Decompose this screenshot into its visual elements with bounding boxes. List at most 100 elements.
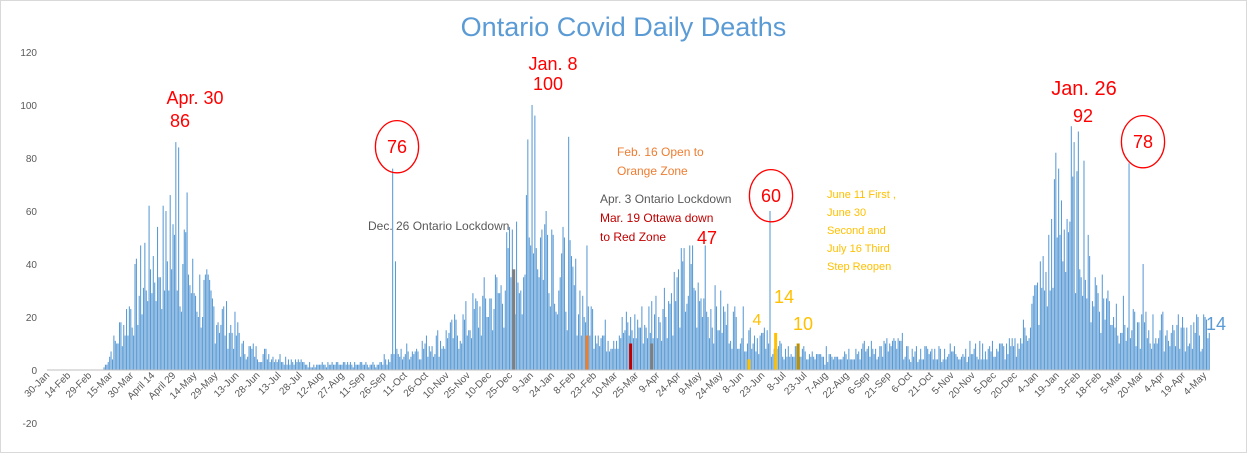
data-bar <box>173 234 175 370</box>
data-bar <box>1080 277 1082 370</box>
data-bar <box>534 115 536 370</box>
data-bar <box>445 330 447 370</box>
data-bar <box>663 287 665 370</box>
data-bar <box>849 359 851 370</box>
data-bar <box>447 338 449 370</box>
data-bar <box>171 269 173 370</box>
data-bar <box>1025 335 1027 370</box>
data-bar <box>938 346 940 370</box>
data-bar <box>265 348 267 370</box>
data-bar <box>492 330 494 370</box>
data-bar <box>600 338 602 370</box>
data-bar <box>651 301 653 370</box>
annotation-label: June 11 First , <box>827 189 896 201</box>
highlight-bar <box>796 343 800 370</box>
data-bar <box>155 301 157 370</box>
data-bar <box>956 356 958 370</box>
data-bar <box>594 335 596 370</box>
data-bar <box>982 343 984 370</box>
annotation-label: Step Reopen <box>827 261 891 273</box>
data-bar <box>279 354 281 370</box>
data-bar <box>113 335 115 370</box>
data-bar <box>1165 335 1167 370</box>
annotation-label: 76 <box>387 137 407 157</box>
data-bar <box>1103 298 1105 370</box>
data-bar <box>746 343 749 370</box>
data-bar <box>703 298 705 370</box>
data-bar <box>872 348 874 370</box>
data-bar <box>765 348 767 370</box>
data-bar <box>1151 348 1153 370</box>
data-bar <box>725 324 727 370</box>
highlight-bar <box>774 332 778 370</box>
data-bar <box>379 362 381 370</box>
data-bar <box>1144 322 1146 370</box>
annotation-label: 14 <box>774 287 794 307</box>
data-bar <box>1169 346 1171 370</box>
data-bar <box>634 314 636 370</box>
data-bar <box>458 348 460 370</box>
data-bar <box>830 354 832 370</box>
data-bar <box>1127 327 1129 370</box>
data-bar <box>889 343 891 370</box>
data-bar <box>368 367 370 370</box>
data-bar <box>569 240 571 370</box>
data-bar <box>723 306 725 370</box>
data-bar <box>621 317 623 370</box>
data-bar <box>203 279 205 370</box>
data-bar <box>984 351 986 370</box>
data-bar <box>772 354 774 370</box>
data-bar <box>1172 324 1174 370</box>
y-tick-label: -20 <box>23 419 38 430</box>
highlight-bar <box>512 269 516 370</box>
data-bar <box>1149 343 1151 370</box>
data-bar <box>699 301 701 370</box>
data-bar <box>240 356 242 370</box>
data-bar <box>804 351 806 370</box>
data-bar <box>808 354 810 370</box>
data-bar <box>544 224 546 370</box>
data-bar <box>355 364 357 370</box>
data-bar <box>803 346 805 370</box>
data-bar <box>929 351 932 370</box>
data-bar <box>792 356 794 370</box>
data-bar <box>993 356 995 370</box>
annotation-label: June 30 <box>827 207 866 219</box>
data-bar <box>302 362 304 370</box>
data-bar <box>262 354 264 370</box>
data-bar <box>568 136 570 370</box>
data-bar <box>661 340 663 370</box>
data-bar <box>800 356 802 370</box>
data-bar <box>451 319 453 370</box>
data-bar <box>1062 261 1064 370</box>
data-bar <box>810 356 812 370</box>
data-bar <box>886 338 888 370</box>
data-bar <box>394 261 397 370</box>
data-bar <box>1018 348 1020 370</box>
data-bar <box>1070 126 1072 370</box>
data-bar <box>296 362 298 370</box>
data-bar <box>1093 306 1095 370</box>
data-bar <box>724 311 726 370</box>
data-bar <box>479 306 481 370</box>
data-bar <box>783 359 785 370</box>
data-bar <box>1194 332 1196 370</box>
data-bar <box>176 290 178 370</box>
data-bar <box>593 348 595 370</box>
annotation-label: 86 <box>170 111 190 131</box>
data-bar <box>846 359 848 370</box>
data-bar <box>409 359 411 370</box>
data-bar <box>342 362 344 370</box>
data-bar <box>521 314 523 370</box>
data-bar <box>855 348 857 370</box>
data-bar <box>606 351 608 370</box>
data-bar <box>452 338 454 370</box>
data-bar <box>456 335 458 370</box>
data-bar <box>906 346 908 370</box>
data-bar <box>625 311 627 370</box>
data-bar <box>293 364 295 370</box>
data-bar <box>330 364 332 370</box>
data-bar <box>116 343 118 370</box>
data-bar <box>813 356 815 370</box>
